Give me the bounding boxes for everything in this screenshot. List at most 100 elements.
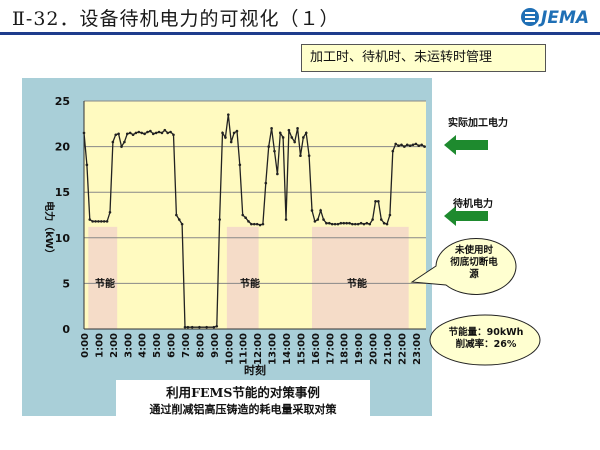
data-point	[359, 221, 363, 225]
callout-result-text: 节能量：90kWh 削减率：26%	[440, 327, 532, 351]
data-point	[125, 132, 129, 136]
data-point	[307, 154, 311, 158]
data-point	[218, 218, 221, 221]
data-point	[293, 140, 296, 144]
data-point	[313, 220, 317, 223]
data-point	[114, 133, 118, 137]
saving-label-2: 节能	[240, 279, 260, 290]
data-point	[221, 131, 224, 135]
data-point	[276, 172, 279, 176]
x-tick-label: 20:00	[369, 333, 380, 365]
callout-shutdown	[410, 237, 517, 295]
slide-title: Ⅱ-32．设备待机电力的可视化（１）	[12, 8, 340, 30]
data-point	[229, 140, 233, 144]
data-point	[348, 221, 351, 225]
standby-power-label: 待机电力	[453, 199, 493, 210]
data-point	[379, 218, 383, 221]
data-point	[120, 145, 123, 148]
data-point	[405, 143, 409, 147]
data-point	[281, 136, 285, 139]
data-point	[328, 221, 331, 225]
data-point	[241, 213, 245, 217]
data-point	[149, 129, 152, 133]
data-point	[82, 131, 86, 135]
data-point	[351, 222, 354, 226]
saving-bands	[84, 101, 426, 329]
saving-band-3	[312, 226, 409, 329]
callout-shutdown-line-1: 未使用时	[454, 245, 493, 256]
data-point	[157, 130, 161, 134]
data-point	[319, 209, 322, 212]
data-point	[374, 200, 377, 203]
x-tick-label: 10:00	[224, 333, 235, 365]
x-tick-label: 2:00	[109, 333, 120, 358]
data-point	[183, 325, 187, 329]
data-point	[356, 222, 360, 226]
data-point	[423, 145, 426, 148]
arrow-actual-icon	[444, 135, 488, 155]
data-point	[255, 222, 259, 226]
data-point	[270, 127, 273, 130]
data-point	[336, 222, 340, 226]
data-point	[94, 220, 97, 223]
x-tick-label: 5:00	[152, 333, 163, 358]
data-point	[108, 210, 112, 214]
data-point	[244, 216, 247, 220]
data-point	[287, 128, 291, 132]
data-point	[131, 133, 135, 137]
data-point	[123, 140, 126, 144]
data-point	[160, 131, 164, 135]
jema-logo-mark-icon	[521, 8, 539, 26]
x-tick-label: 14:00	[282, 333, 293, 365]
data-point	[102, 220, 106, 223]
data-point	[342, 221, 346, 225]
x-tick-label: 12:00	[253, 333, 264, 365]
data-point	[391, 149, 395, 153]
jema-logo: JEMA	[521, 8, 589, 28]
data-point	[278, 131, 282, 135]
x-axis-label: 时刻	[244, 363, 266, 377]
data-point	[333, 222, 337, 226]
data-point	[264, 181, 268, 185]
data-point	[190, 325, 194, 329]
data-point	[377, 200, 380, 203]
data-point	[227, 113, 230, 116]
data-point	[250, 222, 253, 226]
callout-result-line-1: 节能量：90kWh	[448, 327, 524, 338]
data-point	[154, 131, 158, 135]
data-point	[322, 218, 325, 221]
data-point	[140, 131, 144, 135]
data-point	[382, 221, 386, 225]
data-point	[316, 218, 320, 221]
data-point	[408, 144, 412, 147]
data-point	[365, 221, 369, 225]
data-point	[151, 132, 155, 136]
actual-power-label: 实际加工电力	[448, 118, 508, 129]
data-point	[166, 131, 169, 135]
data-point	[100, 220, 103, 223]
jema-logo-text: JEMA	[538, 8, 589, 28]
subtitle-box: 加工时、待机时、未运转时管理	[301, 44, 546, 72]
x-tick-label: 4:00	[138, 333, 149, 358]
data-point	[232, 131, 236, 135]
data-point	[186, 325, 190, 329]
y-tick-label: 15	[55, 186, 70, 199]
y-axis-label: 电力（kW）	[43, 201, 56, 259]
x-tick-label: 16:00	[311, 333, 322, 365]
data-point	[414, 142, 418, 146]
data-point	[325, 221, 328, 225]
data-point	[224, 136, 227, 139]
x-tick-label: 8:00	[195, 333, 206, 358]
data-point	[177, 218, 181, 221]
x-tick-label: 22:00	[397, 333, 408, 365]
data-point	[400, 143, 403, 147]
callout-result-line-2: 削减率：26%	[455, 339, 517, 350]
data-point	[397, 144, 400, 147]
data-point	[258, 223, 262, 227]
y-tick-label: 20	[55, 141, 71, 154]
x-tick-labels: 0:00 1:00 2:00 3:00 4:00 5:00 6:00 7:00 8:00 9:00…	[80, 333, 423, 365]
caption-box: 利用FEMS节能的对策事例 通过削减铝高压铸造的耗电量采取对策	[116, 380, 370, 416]
callout-shutdown-line-2: 彻底切断电	[450, 257, 498, 268]
x-tick-label: 3:00	[123, 333, 134, 358]
caption-main: 利用FEMS节能的对策事例	[166, 385, 320, 400]
